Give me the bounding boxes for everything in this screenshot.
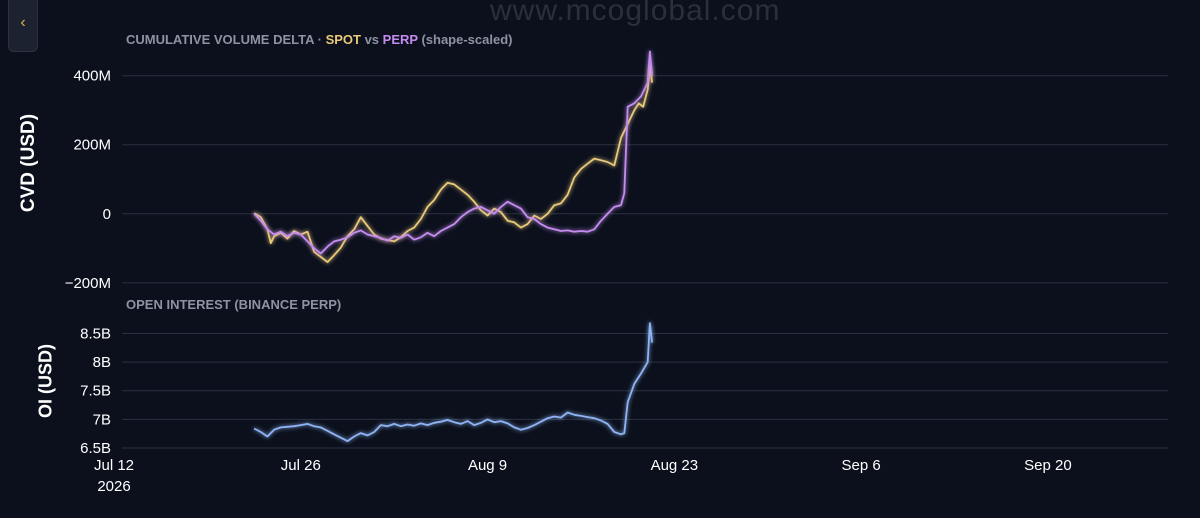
cvd-series-line-perp [253, 50, 653, 255]
x-tick-year-label: 2026 [97, 478, 130, 495]
cvd-title-prefix: CUMULATIVE VOLUME DELTA · [126, 32, 326, 47]
cvd-chart-title: CUMULATIVE VOLUME DELTA · SPOT vs PERP (… [126, 32, 512, 47]
x-tick-label: Jul 26 [281, 457, 321, 474]
x-tick-label: Sep 20 [1024, 457, 1072, 474]
collapse-sidebar-button[interactable]: ‹ [8, 0, 38, 52]
oi-y-tick-label: 7B [93, 411, 111, 428]
cvd-y-tick-label: 200M [73, 137, 111, 154]
x-tick-label: Sep 6 [842, 457, 881, 474]
cvd-title-mid: vs [360, 32, 383, 47]
cvd-title-spot: SPOT [325, 32, 361, 47]
chevron-left-icon: ‹ [20, 13, 26, 31]
cvd-title-suffix: (shape-scaled) [417, 32, 513, 47]
oi-series-line-open-interest [253, 322, 653, 442]
cvd-y-tick-label: −200M [65, 275, 111, 292]
x-tick-label: Jul 12 [94, 457, 134, 474]
oi-y-tick-label: 7.5B [80, 383, 111, 400]
oi-y-tick-label: 8B [93, 354, 111, 371]
oi-y-tick-label: 6.5B [80, 440, 111, 457]
watermark: www.mcoglobal.com [490, 0, 781, 27]
oi-y-tick-label: 8.5B [80, 325, 111, 342]
cvd-title-perp: PERP [382, 32, 418, 47]
cvd-y-tick-label: 400M [73, 68, 111, 85]
x-tick-label: Aug 23 [651, 457, 699, 474]
oi-chart-title: OPEN INTEREST (BINANCE PERP) [126, 297, 342, 312]
x-tick-label: Aug 9 [468, 457, 507, 474]
cvd-y-tick-label: 0 [103, 206, 111, 223]
cvd-series-line-spot [253, 64, 653, 263]
